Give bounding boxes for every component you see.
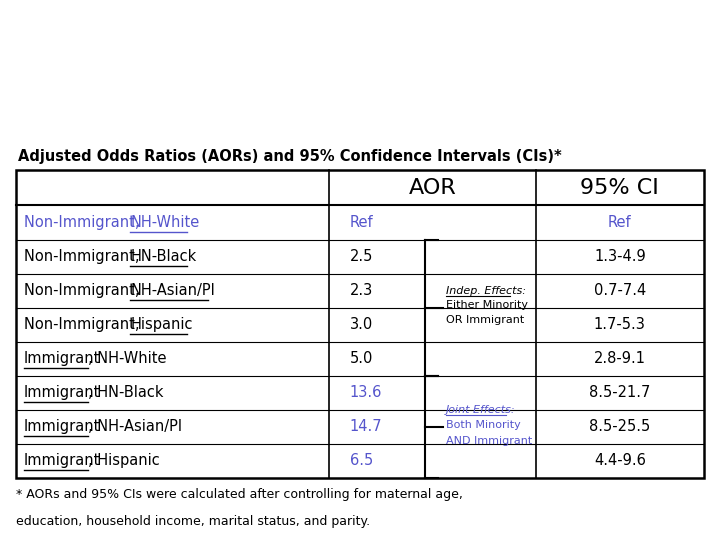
Text: 5.0: 5.0 [350,351,373,366]
Text: Both Minority: Both Minority [446,420,521,430]
Text: 6.5: 6.5 [350,454,373,468]
Text: Ref: Ref [608,215,631,230]
Text: Indep. Effects:: Indep. Effects: [446,286,526,296]
Text: , NH-Asian/PI: , NH-Asian/PI [88,420,182,434]
Text: OR Immigrant: OR Immigrant [446,315,524,325]
Text: * AORs and 95% CIs were calculated after controlling for maternal age,: * AORs and 95% CIs were calculated after… [16,488,463,501]
Text: , Hispanic: , Hispanic [88,454,160,468]
Text: Ref: Ref [350,215,373,230]
Text: 2.5: 2.5 [350,249,373,264]
Text: Immigrant: Immigrant [24,420,101,434]
Text: Immigrant: Immigrant [24,385,101,400]
Text: Joint Effects: Joint Effects [50,25,221,49]
Text: 3.0: 3.0 [350,317,373,332]
Text: Immigrant: Immigrant [24,454,101,468]
Text: Non-Immigrant,: Non-Immigrant, [24,283,144,298]
Text: 1.7-5.3: 1.7-5.3 [594,317,646,332]
Text: 2.3: 2.3 [350,283,373,298]
Text: , HN-Black: , HN-Black [88,385,163,400]
Text: 2.8-9.1: 2.8-9.1 [594,351,646,366]
Text: NH-White: NH-White [130,215,199,230]
Text: Immigrant Status on LKSBS: Immigrant Status on LKSBS [50,70,441,94]
Text: 4.4-9.6: 4.4-9.6 [594,454,646,468]
Text: Either Minority: Either Minority [446,300,528,309]
Text: Immigrant: Immigrant [24,351,101,366]
Text: 14.7: 14.7 [350,420,382,434]
Text: of Race/Ethnicity and: of Race/Ethnicity and [213,25,523,49]
Text: education, household income, marital status, and parity.: education, household income, marital sta… [16,515,370,528]
Text: Non-Immigrant,: Non-Immigrant, [24,249,144,264]
Text: Non-Immigrant,: Non-Immigrant, [24,317,144,332]
Text: Joint Effects:: Joint Effects: [446,405,516,415]
Text: 8.5-25.5: 8.5-25.5 [589,420,650,434]
Text: Hispanic: Hispanic [130,317,193,332]
Text: Adjusted Odds Ratios (AORs) and 95% Confidence Intervals (CIs)*: Adjusted Odds Ratios (AORs) and 95% Conf… [18,148,562,164]
Text: AOR: AOR [408,178,456,198]
Text: 8.5-21.7: 8.5-21.7 [589,385,651,400]
Text: NH-Asian/PI: NH-Asian/PI [130,283,215,298]
Text: 0.7-7.4: 0.7-7.4 [594,283,646,298]
Text: Non-Immigrant,: Non-Immigrant, [24,215,144,230]
Text: , NH-White: , NH-White [88,351,166,366]
Text: HN-Black: HN-Black [130,249,197,264]
Text: 1.3-4.9: 1.3-4.9 [594,249,646,264]
Text: 13.6: 13.6 [350,385,382,400]
Text: AND Immigrant: AND Immigrant [446,436,532,446]
Text: 95% CI: 95% CI [580,178,660,198]
